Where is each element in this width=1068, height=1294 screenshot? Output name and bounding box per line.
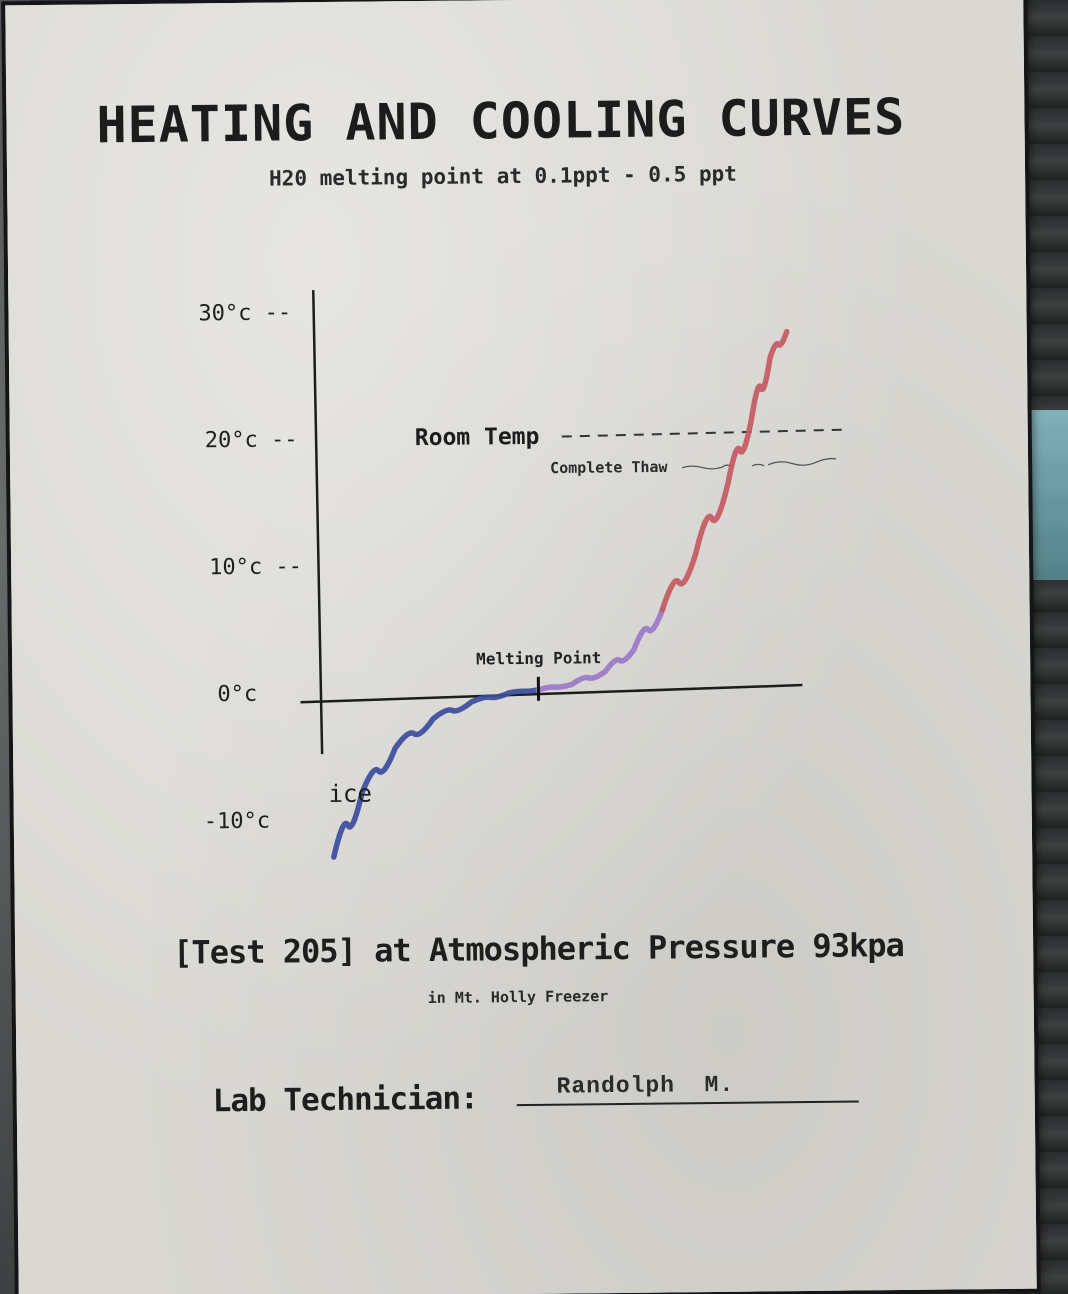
- complete-thaw-label: Complete Thaw: [550, 458, 669, 477]
- test-caption: [Test 205] at Atmospheric Pressure 93kpa: [172, 926, 904, 972]
- curve-series-3: [659, 328, 790, 613]
- annotations: Melting Point ice: [328, 648, 601, 808]
- y-tick-label: 30°c --: [198, 300, 291, 326]
- complete-thaw-scribble: [681, 457, 837, 470]
- y-tick-label: 0°c: [217, 682, 257, 707]
- ice-label: ice: [328, 780, 372, 808]
- y-axis-line: [312, 290, 324, 755]
- y-tick-label: 10°c --: [209, 554, 302, 580]
- background-teal-object: [1028, 410, 1068, 580]
- room-temp-label: Room Temp: [415, 424, 540, 451]
- y-tick-label: 20°c --: [205, 427, 298, 453]
- chart-series: [331, 328, 790, 860]
- chart-axes: [300, 290, 803, 755]
- room-temp-line: [561, 428, 850, 438]
- poster: HEATING AND COOLING CURVES H20 melting p…: [5, 0, 1037, 1294]
- y-ticks: 30°c -- 20°c -- 10°c -- 0°c -10°c: [198, 300, 302, 835]
- x-axis-line: [300, 683, 803, 704]
- reference-lines: Room Temp Complete Thaw: [415, 424, 850, 477]
- technician-name: Randolph M.: [556, 1071, 735, 1100]
- technician-label: Lab Technician:: [212, 1080, 478, 1120]
- curve-series-1: [331, 687, 542, 860]
- location-caption: in Mt. Holly Freezer: [427, 987, 609, 1007]
- melting-point-label: Melting Point: [476, 648, 601, 668]
- y-tick-label: -10°c: [204, 809, 270, 835]
- curve-series-2: [535, 607, 666, 693]
- heating-cooling-chart: Room Temp Complete Thaw 30°c -- 20°c -- 10°…: [198, 290, 850, 860]
